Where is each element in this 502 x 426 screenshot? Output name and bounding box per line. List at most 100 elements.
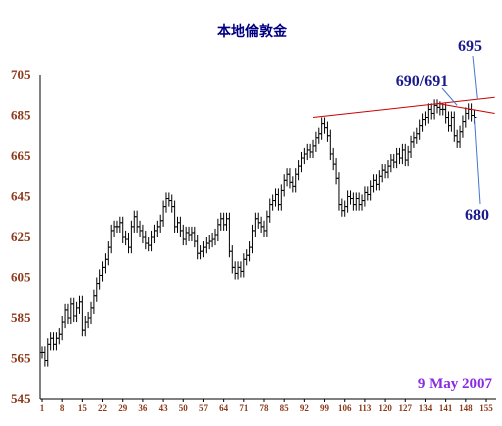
price-bar [262,220,266,237]
price-bar [354,192,359,211]
y-tick-label: 705 [11,67,31,82]
price-bar [140,224,145,244]
price-bar [129,220,134,254]
price-bar [146,237,151,252]
x-tick-label: 36 [138,403,148,413]
price-bar [383,164,388,179]
y-tick-label: 645 [11,189,31,204]
price-bar [233,261,238,280]
price-bar [371,174,376,193]
price-bar [409,135,414,159]
price-bar [230,245,235,274]
price-bar [184,226,189,246]
annotation-leaders [441,55,481,205]
y-tick-labels: 705 685 665 645 625 605 585 565 545 [11,67,31,406]
price-bar [189,226,194,242]
price-bar [319,117,324,140]
x-tick-label: 141 [439,403,453,413]
price-bar [195,234,200,260]
price-bar [201,241,206,258]
price-bar [417,119,422,140]
x-tick-label: 43 [159,403,169,413]
price-bar [120,216,125,244]
price-bar [463,107,468,128]
price-bar [132,210,137,233]
price-bar [377,170,382,191]
price-bar [42,346,47,367]
x-tick-label: 15 [78,403,88,413]
price-bar [135,210,140,233]
price-bar [308,143,313,159]
price-bar [305,143,310,161]
price-bar [380,164,385,183]
trendline [436,102,495,114]
price-bar [406,145,411,167]
price-bar [83,315,88,337]
price-bar [455,129,460,148]
price-bar [250,224,255,254]
price-bar [285,168,290,187]
price-bar [106,241,111,266]
price-bar [212,228,217,246]
price-bar [411,131,416,148]
price-bar [210,232,215,248]
price-bar [241,253,246,278]
price-bar [426,103,431,124]
price-bar [334,158,339,185]
price-bar [339,198,344,217]
price-bar [287,168,292,189]
price-bar [449,111,454,132]
price-bar [207,234,212,250]
price-bar [86,311,91,329]
price-bar [236,261,241,280]
price-bar [259,216,264,233]
price-bar [117,216,122,233]
price-bar [351,192,356,211]
price-bar [267,198,272,223]
price-bar [187,226,192,242]
price-bar [362,186,367,207]
x-tick-label: 29 [118,403,128,413]
price-bar [71,297,76,323]
price-bar [342,200,347,217]
x-tick-labels: 1 8 15 22 29 36 43 50 57 64 71 78 85 92 99 106 113 120 127… [40,399,493,413]
x-tick-label: 148 [459,403,473,413]
annotation-label: 695 [458,38,482,55]
price-bar [163,192,168,213]
price-bar [97,269,102,290]
price-bar [238,261,243,278]
y-tick-label: 565 [11,351,31,366]
price-bar [51,332,56,351]
price-bar [429,103,434,120]
price-bar [166,192,171,207]
price-bar [388,153,393,173]
price-bar [181,224,186,246]
y-tick-label: 585 [11,310,31,325]
price-bar [143,230,148,250]
price-bar [432,99,437,120]
price-bar [391,153,396,169]
price-bar [434,99,439,114]
price-bar [126,232,131,254]
price-bar [360,194,365,211]
price-bar [357,192,362,211]
price-bar [313,131,318,152]
price-bar [221,212,226,231]
price-bar [302,147,307,165]
price-bar [244,249,249,266]
annotation-leader-line [472,55,478,100]
price-bar [273,188,278,207]
price-bar [394,147,399,169]
price-bar [282,174,287,197]
price-bar [328,129,333,161]
x-tick-label: 106 [338,403,352,413]
price-bar [374,174,379,191]
price-bar [138,220,143,237]
price-bar [293,168,298,193]
price-bar [198,245,203,260]
price-bar [403,143,408,167]
price-bar [458,125,463,148]
annotation-labels: 695 690/691 680 [396,38,489,224]
x-tick-label: 99 [320,403,330,413]
